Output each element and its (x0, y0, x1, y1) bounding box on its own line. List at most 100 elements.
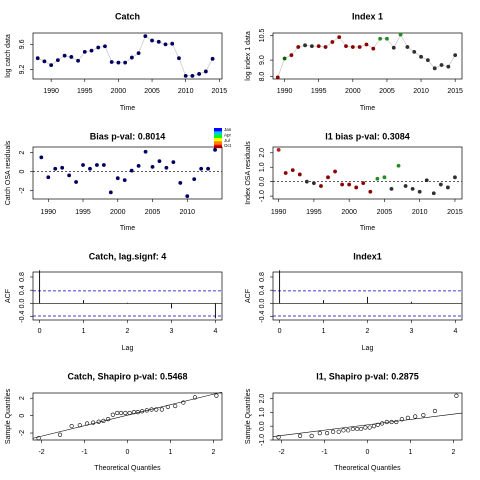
point (96, 419, 101, 424)
legend-label: Jan (224, 127, 232, 132)
panel-title: Bias p-val: 0.8014 (90, 131, 166, 141)
point (312, 181, 316, 186)
point (317, 430, 322, 436)
y-tick-label: 8.0 (259, 72, 266, 82)
y-tick-label: 0.4 (259, 285, 266, 295)
point (95, 163, 99, 167)
point (106, 417, 111, 422)
point (340, 182, 345, 187)
point (350, 45, 355, 49)
point (157, 159, 162, 164)
point (405, 45, 410, 49)
panel-title: I1 bias p-val: 0.3084 (325, 131, 410, 141)
x-tick-label: 2015 (447, 209, 463, 216)
panel-title: Catch (115, 11, 140, 21)
point (101, 418, 106, 423)
point (412, 49, 417, 54)
y-tick-label: 9.0 (259, 55, 266, 65)
x-tick-label: 1 (169, 449, 173, 456)
x-tick-label: 1990 (43, 88, 59, 95)
point (276, 147, 281, 152)
y-tick-label: 10.5 (259, 29, 266, 43)
point (382, 175, 387, 180)
point (424, 178, 429, 183)
x-tick-label: 1 (322, 328, 326, 335)
point (371, 46, 376, 51)
point (108, 190, 113, 195)
point (143, 149, 148, 154)
point (325, 430, 330, 436)
point (432, 408, 438, 414)
x-tick-label: 1990 (277, 88, 293, 95)
point (206, 166, 211, 171)
point (69, 423, 74, 429)
point (357, 45, 362, 49)
point (371, 424, 377, 429)
point (144, 408, 149, 413)
y-tick-label: 0.0 (259, 177, 266, 187)
plot-frame (272, 392, 463, 441)
y-tick-label: -2 (19, 430, 26, 436)
point (431, 191, 436, 196)
plot-frame (32, 271, 223, 321)
x-tick-label: 2 (366, 328, 370, 335)
point (159, 407, 164, 412)
series-line (277, 34, 456, 78)
point (333, 169, 337, 174)
point (136, 164, 141, 168)
point (290, 168, 295, 173)
point (341, 428, 346, 433)
point (367, 425, 372, 430)
point (197, 72, 202, 76)
y-tick-label: 0.0 (259, 421, 266, 431)
point (289, 53, 294, 58)
point (445, 185, 450, 190)
y-tick-label: -0.4 (19, 311, 26, 323)
point (89, 48, 94, 53)
x-tick-label: 0 (366, 449, 370, 456)
x-axis-label: Theoretical Quantiles (334, 465, 401, 472)
y-axis-label: Sample Quantiles (245, 388, 252, 444)
y-axis-label: ACF (245, 289, 252, 303)
point (378, 36, 383, 41)
point (140, 409, 145, 414)
y-axis-label: log catch data (5, 34, 12, 78)
point (143, 34, 148, 39)
point (384, 419, 389, 425)
point (389, 419, 394, 425)
x-tick-label: 3 (170, 328, 174, 335)
point (53, 166, 58, 171)
x-tick-label: 0 (38, 328, 42, 335)
point (192, 395, 198, 400)
point (150, 164, 155, 169)
plot-frame (272, 271, 463, 321)
point (127, 410, 132, 416)
point (88, 166, 92, 171)
point (297, 433, 303, 438)
panel-title: I1, Shapiro p-val: 0.2875 (316, 371, 419, 381)
x-tick-label: 2005 (144, 88, 160, 95)
point (183, 73, 188, 78)
x-axis-label: Time (120, 105, 135, 112)
point (389, 186, 394, 191)
x-tick-label: 3 (410, 328, 414, 335)
point (135, 410, 140, 415)
point (109, 60, 114, 64)
point (103, 44, 107, 49)
y-tick-label: -2 (19, 187, 26, 193)
point (62, 53, 67, 58)
point (275, 75, 280, 80)
legend-label: Jul (224, 138, 230, 143)
point (81, 163, 85, 167)
legend-swatch (214, 138, 222, 142)
x-tick-label: 2015 (212, 88, 228, 95)
x-tick-label: 1990 (271, 209, 287, 216)
legend-swatch (214, 128, 222, 132)
x-tick-label: 4 (453, 328, 457, 335)
x-tick-label: 2 (211, 449, 215, 456)
point (403, 184, 408, 188)
y-tick-label: -1.0 (259, 190, 266, 202)
point (344, 44, 348, 49)
y-tick-label: 0 (19, 414, 26, 418)
point (136, 51, 141, 56)
